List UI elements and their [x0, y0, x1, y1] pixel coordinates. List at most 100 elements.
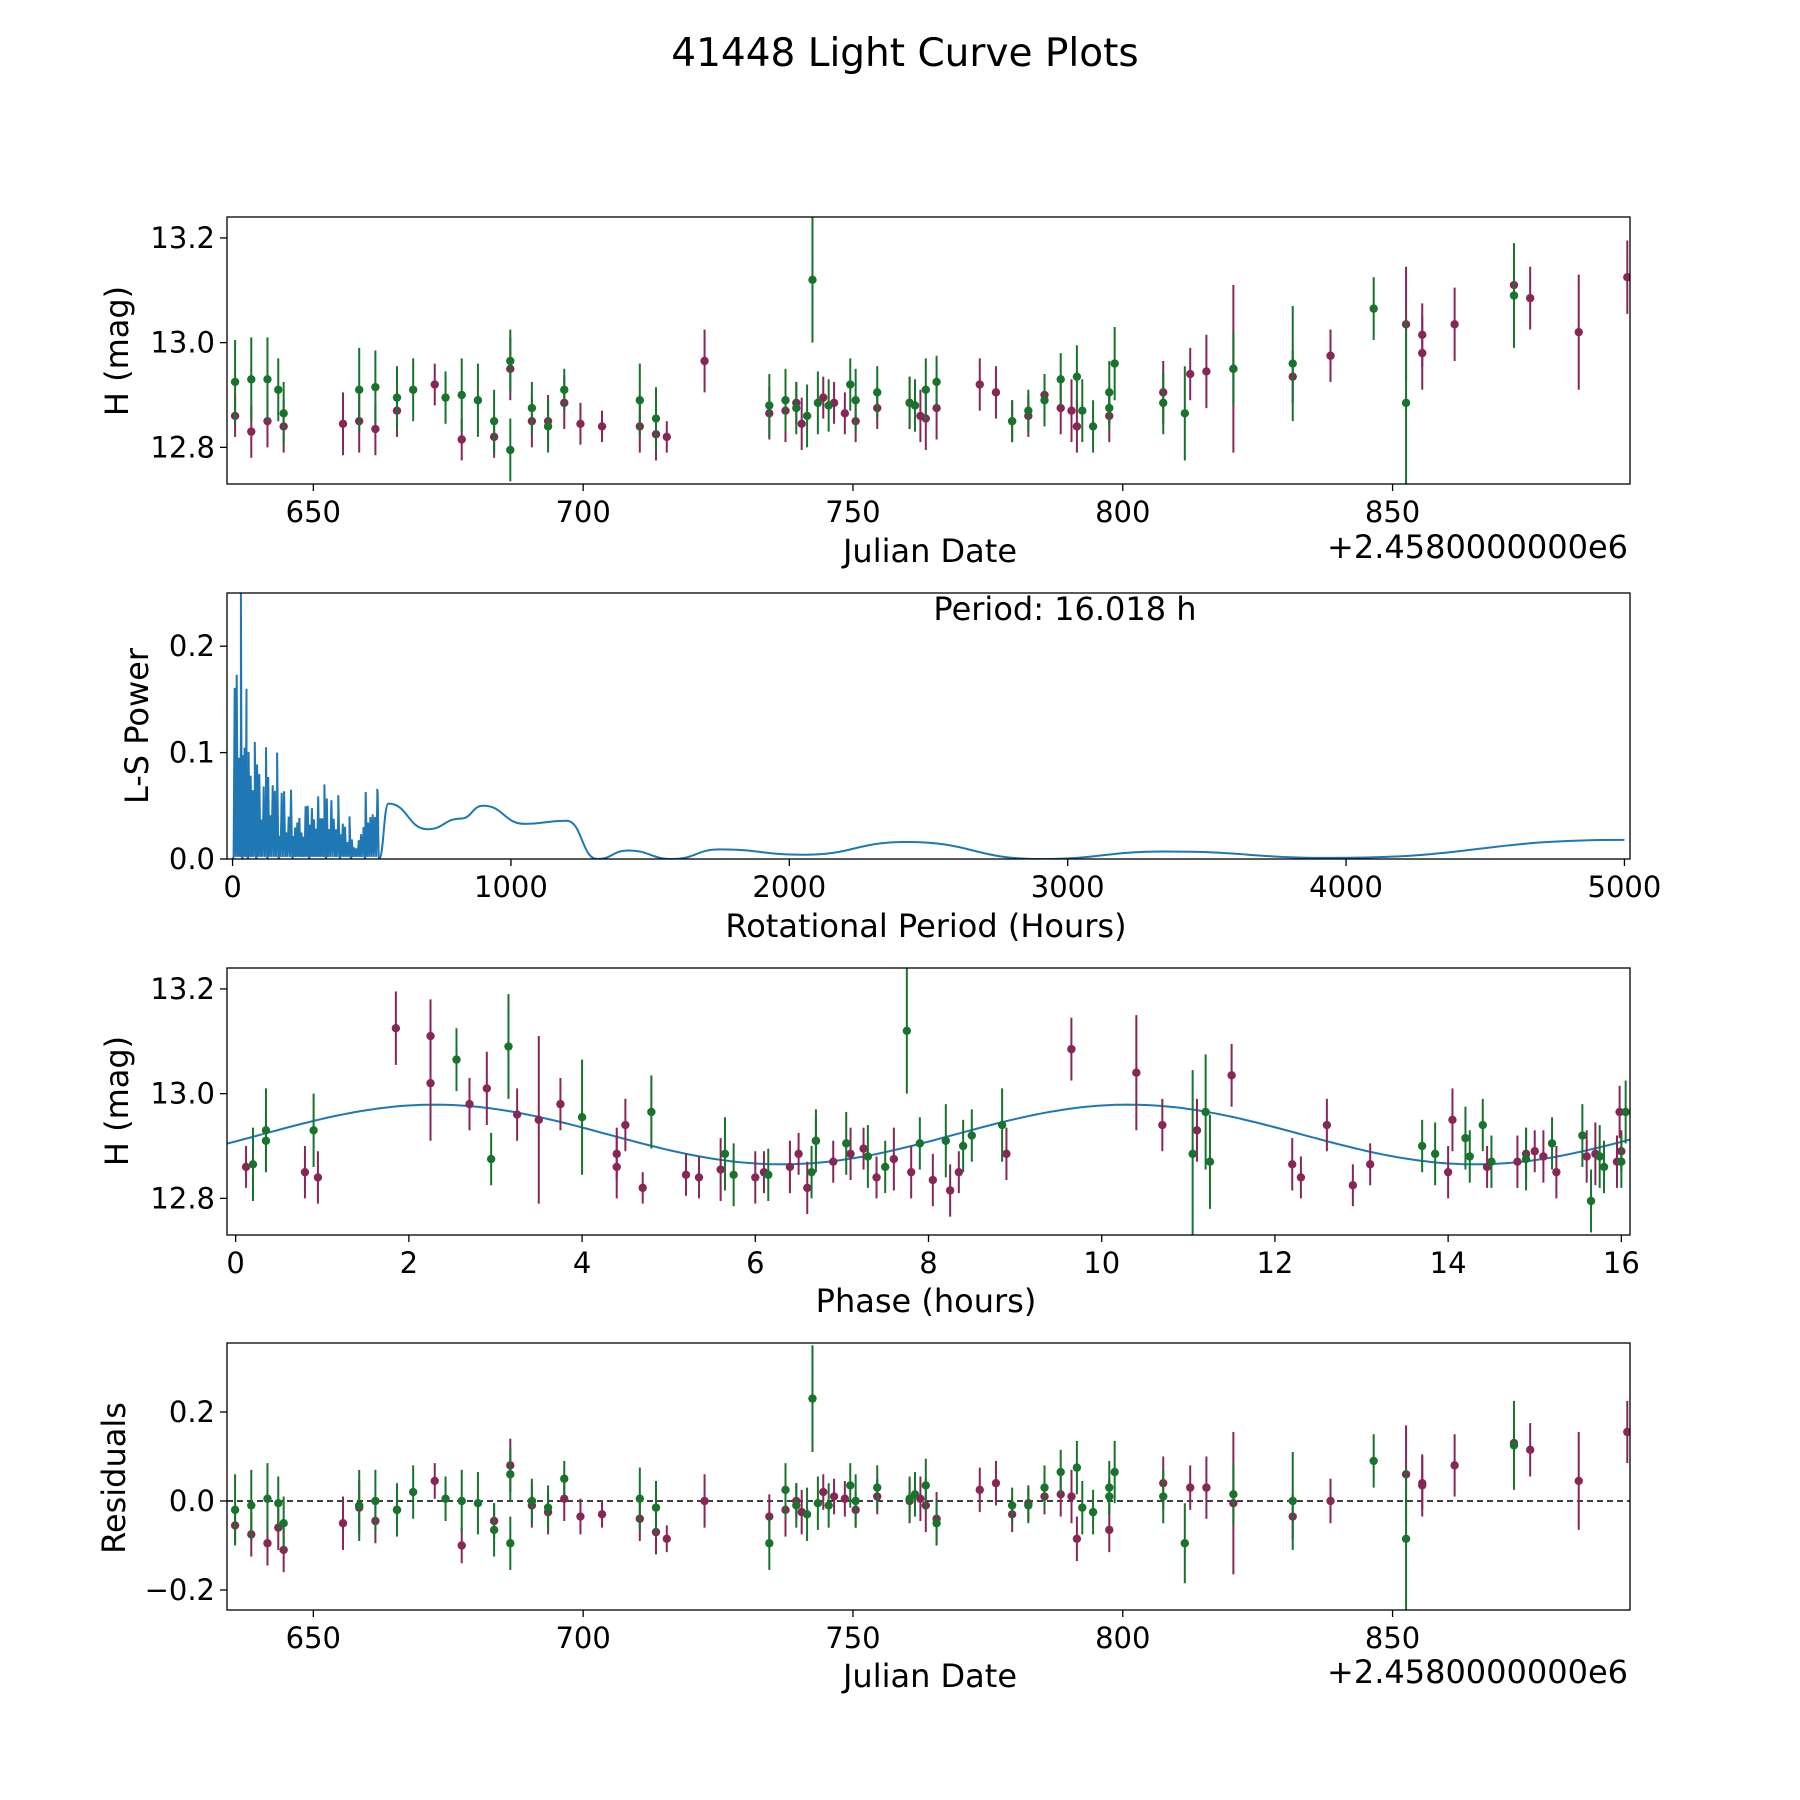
- data-point: [765, 401, 774, 410]
- data-point: [1450, 320, 1459, 329]
- model-fit-curve: [227, 1103, 1630, 1166]
- data-point: [1110, 1467, 1119, 1477]
- data-point: [975, 380, 984, 389]
- series-filter-a: [230, 240, 1630, 461]
- x-offset-text: +2.4580000000e6: [1327, 1653, 1628, 1691]
- data-point: [1348, 1181, 1358, 1190]
- data-point: [274, 385, 283, 394]
- data-point: [794, 1149, 803, 1159]
- data-point: [506, 445, 515, 455]
- data-point: [230, 377, 240, 387]
- plot-area: [227, 1345, 1630, 1610]
- series-filter-a: [230, 1400, 1630, 1575]
- axes-frame: [226, 967, 1631, 1236]
- y-axis-label: L-S Power: [118, 647, 156, 804]
- data-point: [910, 1490, 920, 1499]
- x-tick-label: 800: [1095, 495, 1150, 529]
- data-point: [928, 1175, 938, 1185]
- data-point: [991, 1478, 1001, 1488]
- data-point: [1461, 1133, 1470, 1143]
- data-point: [392, 1505, 402, 1515]
- data-point: [1186, 369, 1195, 379]
- data-point: [1186, 1483, 1195, 1492]
- data-point: [863, 1152, 873, 1161]
- data-point: [880, 1162, 890, 1172]
- y-axis-label: Residuals: [95, 1402, 133, 1554]
- data-point: [1443, 1167, 1453, 1177]
- data-point: [1595, 1152, 1604, 1161]
- series-filter-b: [230, 1345, 1519, 1610]
- data-point: [1326, 351, 1335, 360]
- data-point: [662, 432, 671, 442]
- x-tick-label: 3000: [1031, 870, 1105, 904]
- data-point: [1105, 1525, 1114, 1535]
- data-point: [1158, 1120, 1167, 1130]
- data-point: [247, 1501, 256, 1510]
- data-point: [802, 411, 812, 421]
- data-point: [576, 419, 585, 428]
- data-point: [457, 390, 466, 400]
- data-point: [647, 1107, 656, 1117]
- data-point: [1521, 1154, 1531, 1164]
- data-point: [1105, 403, 1114, 413]
- data-point: [1105, 1492, 1114, 1501]
- data-point: [859, 1144, 868, 1153]
- x-tick-label: 850: [1365, 1621, 1420, 1655]
- data-point: [1465, 1152, 1474, 1161]
- data-point: [1088, 1507, 1098, 1517]
- data-point: [700, 1496, 709, 1506]
- x-axis-label: Phase (hours): [816, 1282, 1037, 1320]
- data-point: [1547, 1139, 1557, 1148]
- y-tick-label: 12.8: [150, 430, 215, 464]
- data-point: [1582, 1152, 1591, 1161]
- data-point: [872, 1173, 881, 1182]
- data-point: [1615, 1107, 1624, 1117]
- data-point: [808, 1394, 817, 1403]
- x-tick-label: 4000: [1309, 870, 1383, 904]
- data-point: [997, 1120, 1007, 1130]
- axes-frame: [226, 592, 1631, 860]
- data-point: [1110, 359, 1119, 368]
- data-point: [792, 1501, 801, 1510]
- data-point: [486, 1154, 496, 1164]
- plot-area: [227, 968, 1630, 1235]
- y-tick-label: 13.0: [150, 1077, 215, 1111]
- series-filter-b: [230, 217, 1519, 484]
- data-point: [392, 393, 402, 402]
- data-point: [889, 1154, 899, 1164]
- data-point: [430, 1476, 439, 1486]
- data-point: [597, 1510, 607, 1519]
- data-point: [1201, 1107, 1210, 1117]
- data-point: [279, 1519, 288, 1528]
- x-tick-label: 14: [1430, 1246, 1467, 1280]
- data-point: [1056, 403, 1065, 413]
- data-point: [851, 1496, 860, 1506]
- y-axis-label: H (mag): [98, 286, 136, 416]
- data-point: [338, 1519, 348, 1528]
- phased-panel: Phase (hours) H (mag) 0 2 4 6 8 10 12 14 16 12.8 1…: [98, 967, 1640, 1320]
- y-tick-label: 13.2: [150, 221, 215, 255]
- x-tick-label: 650: [286, 495, 341, 529]
- data-point: [840, 409, 850, 418]
- data-point: [873, 1483, 882, 1492]
- data-point: [651, 414, 661, 423]
- data-point: [430, 380, 439, 389]
- data-point: [921, 1481, 931, 1490]
- data-point: [975, 1485, 984, 1495]
- x-tick-label: 2: [400, 1246, 418, 1280]
- data-point: [577, 1113, 587, 1122]
- data-point: [958, 1141, 968, 1151]
- data-point: [543, 422, 553, 431]
- data-point: [651, 1503, 661, 1512]
- data-point: [408, 1487, 418, 1497]
- data-point: [681, 1170, 691, 1179]
- data-point: [248, 1160, 258, 1169]
- data-point: [720, 1149, 730, 1159]
- data-point: [910, 401, 920, 410]
- data-point: [729, 1170, 738, 1179]
- data-point: [638, 1183, 647, 1193]
- data-point: [1007, 1501, 1017, 1510]
- data-point: [1024, 406, 1033, 415]
- data-point: [465, 1099, 474, 1109]
- x-tick-label: 0: [226, 1246, 244, 1280]
